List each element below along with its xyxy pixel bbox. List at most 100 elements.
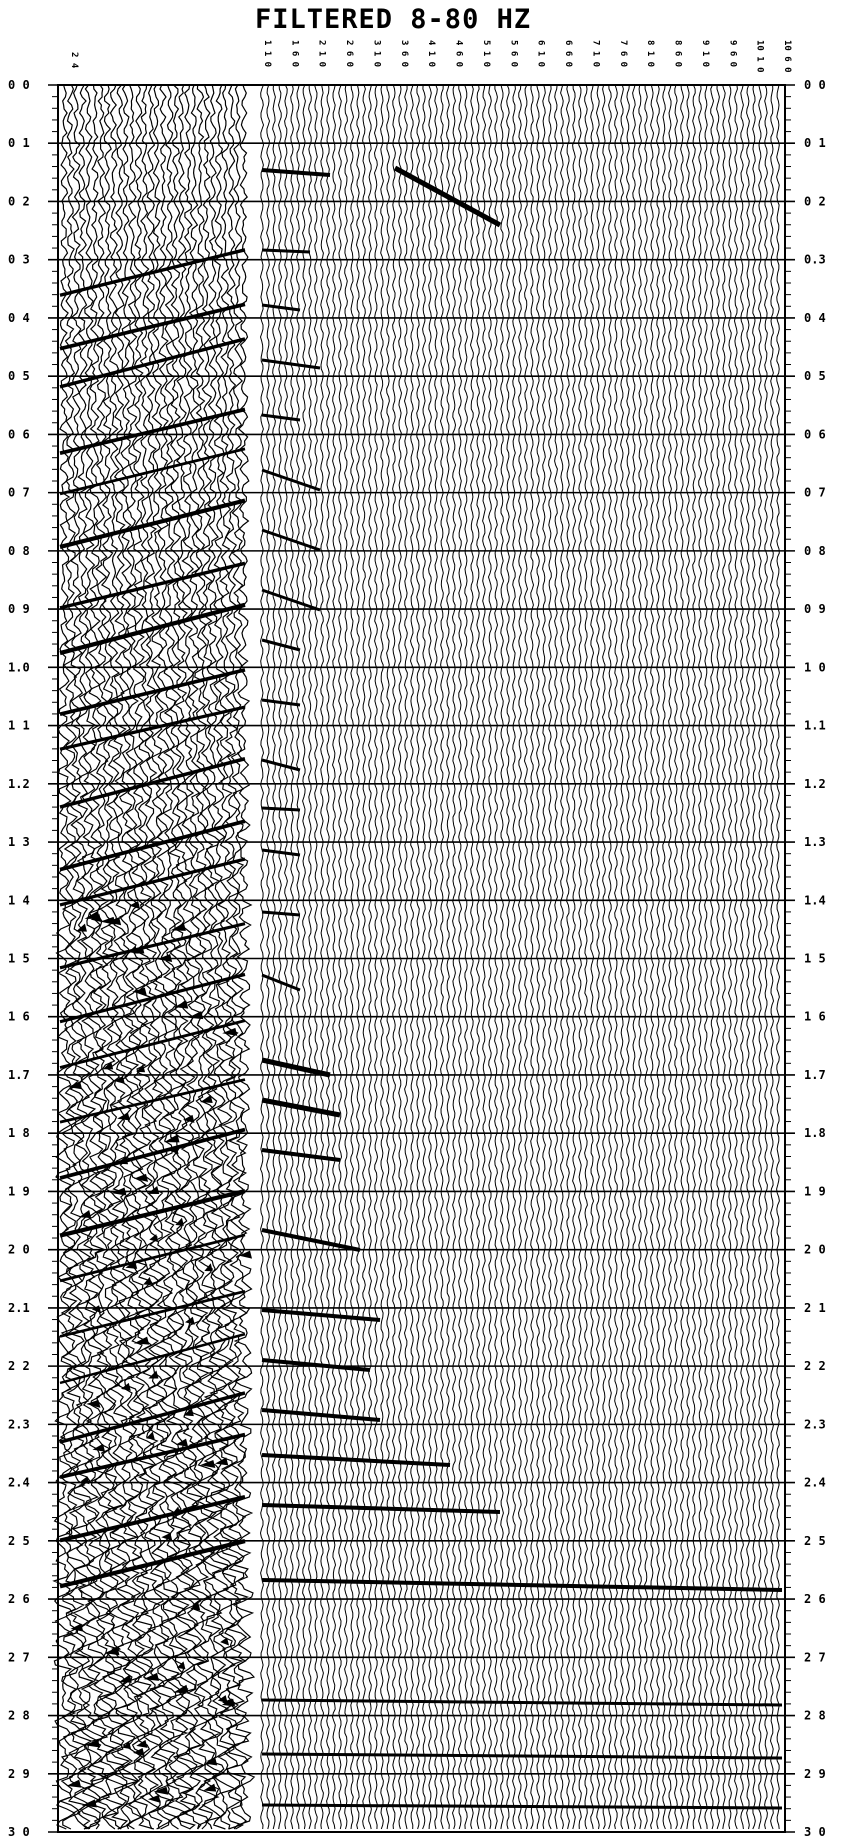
wavelet-54 <box>128 945 138 954</box>
trace-header-10: 6 1 0 <box>536 40 546 67</box>
trace-right-73 <box>697 84 703 1830</box>
wavelet-53 <box>183 1408 194 1417</box>
reflection-event-22 <box>261 1408 381 1422</box>
trace-left-12 <box>126 84 150 1830</box>
trace-right-36 <box>475 84 481 1830</box>
trace-right-69 <box>673 84 679 1830</box>
reflection-event-2 <box>261 248 311 254</box>
wavelet-18 <box>214 1457 229 1466</box>
trace-header-19: 10 6 0 <box>782 40 792 73</box>
trace-left-29 <box>232 84 256 1830</box>
trace-right-26 <box>415 84 421 1830</box>
time-label-right-15: 1 5 <box>804 952 826 966</box>
trace-right-49 <box>553 84 559 1830</box>
trace-left-20 <box>175 84 198 1830</box>
time-label-right-12: 1.2 <box>804 777 826 791</box>
trace-right-41 <box>505 84 511 1830</box>
wavelet-28 <box>153 1786 169 1795</box>
time-label-right-24: 2.4 <box>804 1476 826 1490</box>
wavelet-27 <box>81 1799 97 1808</box>
trace-right-9 <box>313 84 319 1830</box>
reflection-event-24 <box>261 1503 501 1514</box>
reflection-event-19 <box>261 1228 361 1252</box>
trace-right-55 <box>589 84 595 1830</box>
reflection-event-3 <box>261 303 301 312</box>
trace-right-68 <box>667 84 673 1829</box>
trace-right-47 <box>541 84 547 1830</box>
wavelet-36 <box>149 1234 159 1243</box>
trace-right-31 <box>445 84 451 1830</box>
trace-right-20 <box>379 84 385 1830</box>
trace-right-30 <box>439 84 445 1830</box>
trace-right-60 <box>619 84 625 1830</box>
wavelet-4 <box>200 1094 213 1103</box>
trace-right-66 <box>656 84 661 1830</box>
time-label-left-20: 2 0 <box>8 1243 30 1257</box>
dipping-event-left-16 <box>59 1078 246 1124</box>
trace-right-1 <box>265 84 271 1830</box>
time-label-right-28: 2 8 <box>804 1709 826 1723</box>
time-label-right-20: 2 0 <box>804 1243 826 1257</box>
time-label-left-25: 2 5 <box>8 1534 30 1548</box>
trace-header-16: 9 1 0 <box>700 40 710 67</box>
wavelet-50 <box>148 1370 159 1379</box>
trace-right-10 <box>319 84 325 1830</box>
dipping-event-left-22 <box>59 1391 246 1444</box>
left-header: 2 4 <box>69 52 79 69</box>
trace-right-65 <box>649 84 655 1830</box>
wavelet-59 <box>147 1794 161 1803</box>
trace-header-12: 7 1 0 <box>590 40 600 67</box>
time-label-right-26: 2 6 <box>804 1592 826 1606</box>
reflection-event-8 <box>261 588 321 612</box>
wavelet-19 <box>129 901 141 910</box>
trace-right-61 <box>625 84 631 1830</box>
dipping-event-left-20 <box>59 1289 246 1338</box>
wavelet-23 <box>175 1438 189 1447</box>
time-label-left-4: 0 4 <box>8 311 30 325</box>
reflection-event-7 <box>261 528 321 552</box>
dipping-event-left-4 <box>59 447 246 496</box>
reflection-event-11 <box>261 758 301 772</box>
trace-right-82 <box>752 84 757 1830</box>
trace-right-71 <box>685 84 691 1830</box>
trace-left-25 <box>206 84 232 1830</box>
trace-right-62 <box>631 84 637 1830</box>
reflection-event-17 <box>261 1097 341 1118</box>
time-label-right-10: 1 0 <box>804 660 826 674</box>
trace-right-74 <box>703 84 709 1830</box>
wavelet-57 <box>222 1027 238 1036</box>
trace-right-81 <box>745 84 751 1830</box>
time-label-right-29: 2 9 <box>804 1767 826 1781</box>
time-label-right-22: 2 2 <box>804 1359 826 1373</box>
time-label-left-28: 2 8 <box>8 1709 30 1723</box>
trace-right-17 <box>361 84 367 1830</box>
wavelet-26 <box>90 913 102 922</box>
trace-right-79 <box>733 84 739 1830</box>
wavelet-68 <box>84 1739 101 1748</box>
trace-right-54 <box>583 84 589 1830</box>
trace-right-52 <box>571 84 577 1830</box>
wavelet-14 <box>164 1134 180 1143</box>
time-label-left-22: 2 2 <box>8 1359 30 1373</box>
wavelet-34 <box>116 1156 129 1165</box>
dipping-event-left-0 <box>59 248 246 297</box>
trace-right-44 <box>523 84 529 1830</box>
trace-right-53 <box>577 84 583 1830</box>
reflection-event-20 <box>261 1308 381 1322</box>
wavelet-42 <box>173 1684 189 1693</box>
time-label-right-4: 0 4 <box>804 311 826 325</box>
reflection-event-27 <box>261 1752 783 1760</box>
trace-left-18 <box>164 84 189 1830</box>
dipping-event-left-14 <box>59 972 246 1024</box>
time-label-right-9: 0 9 <box>804 602 826 616</box>
trace-right-57 <box>601 84 607 1830</box>
dipping-event-left-2 <box>59 337 246 389</box>
dipping-event-left-8 <box>59 668 246 716</box>
wavelet-20 <box>79 1210 92 1219</box>
dipping-event-left-19 <box>59 1233 246 1283</box>
trace-header-4: 3 1 0 <box>371 40 381 67</box>
time-label-right-25: 2 5 <box>804 1534 826 1548</box>
time-label-right-11: 1.1 <box>804 719 826 733</box>
dipping-event-left-7 <box>59 602 246 656</box>
